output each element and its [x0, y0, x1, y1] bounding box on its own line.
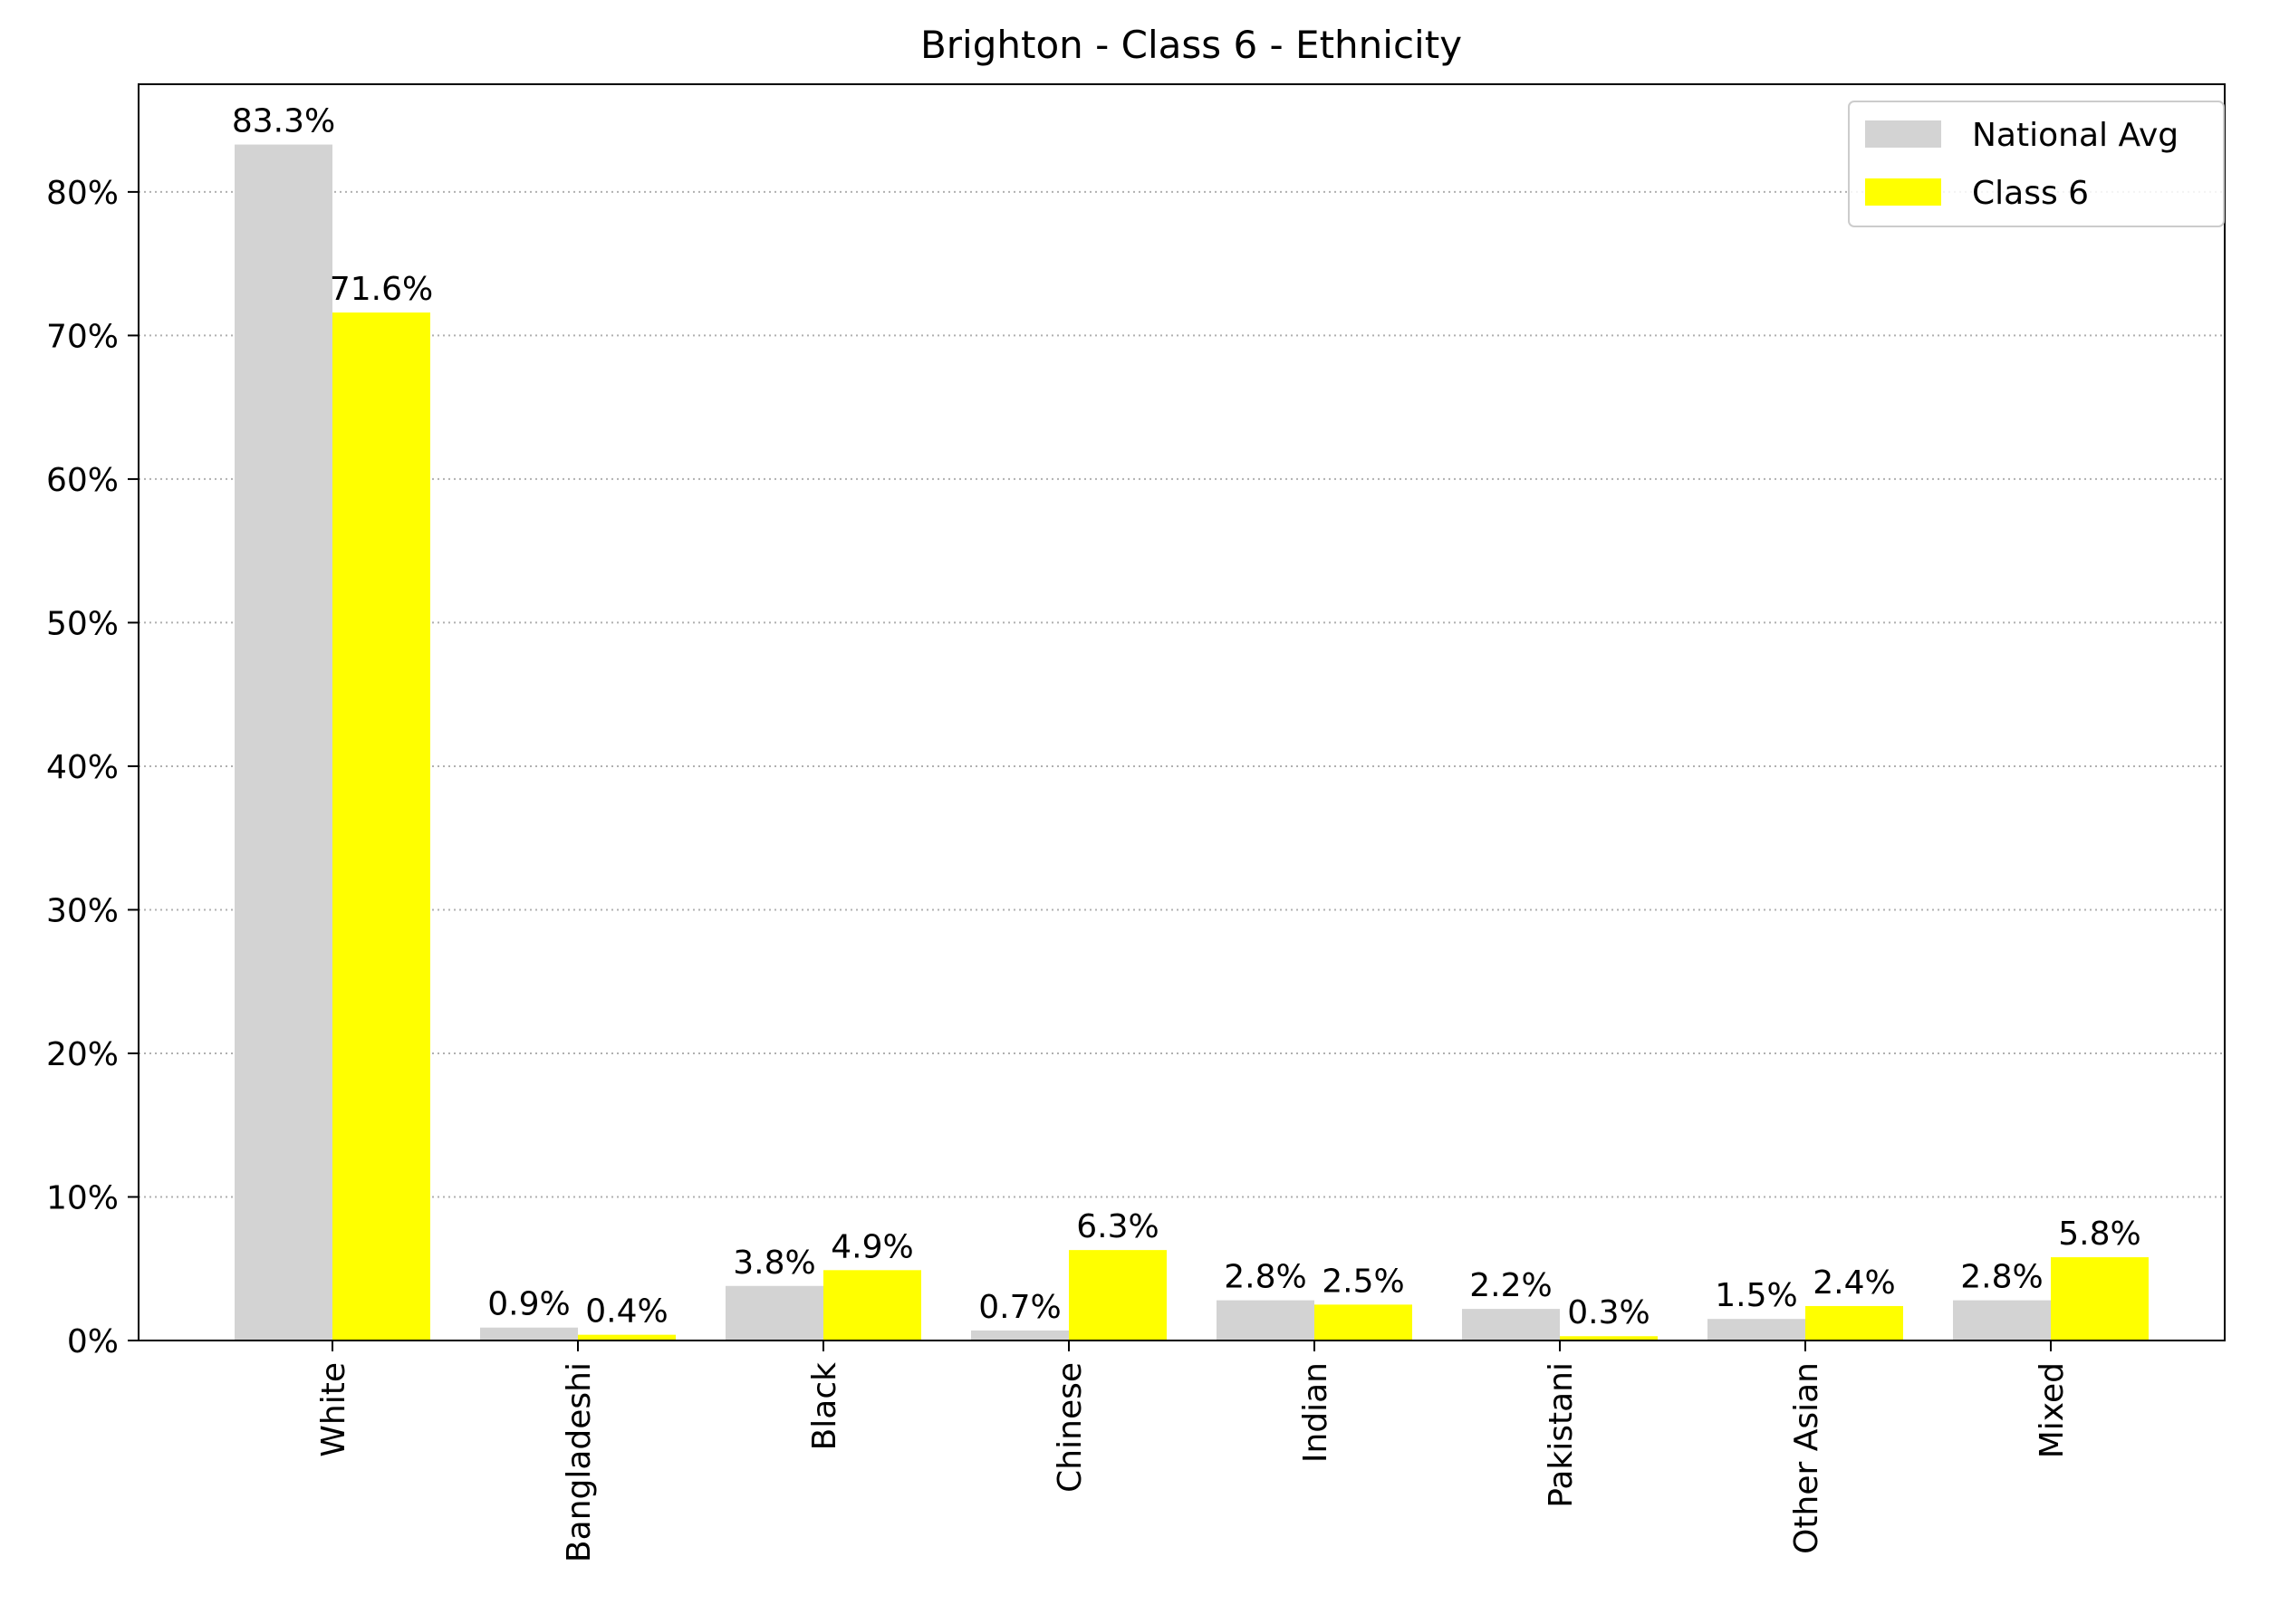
data-label: 6.3% — [1076, 1208, 1159, 1245]
data-label: 2.8% — [1224, 1259, 1306, 1296]
data-label: 2.2% — [1469, 1267, 1552, 1304]
x-tick-label: Other Asian — [1788, 1362, 1825, 1554]
bar — [1217, 1300, 1314, 1341]
data-label: 0.4% — [585, 1293, 668, 1331]
bar — [726, 1285, 823, 1341]
y-tick-label: 80% — [46, 175, 119, 212]
bar — [1069, 1250, 1167, 1341]
data-label: 2.8% — [1960, 1259, 2043, 1296]
legend-swatch — [1865, 178, 1941, 206]
data-label: 3.8% — [733, 1244, 815, 1282]
y-tick-label: 40% — [46, 749, 119, 786]
bar — [1560, 1336, 1658, 1341]
bars-layer — [235, 144, 2149, 1341]
data-label: 0.9% — [487, 1286, 570, 1323]
bar — [578, 1334, 676, 1341]
bar — [1953, 1300, 2051, 1341]
legend-label: Class 6 — [1972, 175, 2089, 212]
y-tick-label: 20% — [46, 1036, 119, 1073]
x-tick-label: Pakistani — [1543, 1362, 1580, 1508]
data-label: 4.9% — [831, 1228, 913, 1265]
data-label: 83.3% — [232, 103, 335, 140]
chart-title: Brighton - Class 6 - Ethnicity — [920, 23, 1462, 67]
y-tick-label: 50% — [46, 605, 119, 642]
legend: National Avg Class 6 — [1848, 101, 2225, 227]
y-tick-label: 10% — [46, 1179, 119, 1216]
data-label: 71.6% — [330, 271, 433, 308]
y-tick-label: 30% — [46, 892, 119, 929]
y-tick-label: 70% — [46, 318, 119, 355]
x-tick-label: Mixed — [2034, 1362, 2071, 1458]
y-tick-label: 60% — [46, 462, 119, 499]
labels-layer: 83.3% 71.6% 0.9% 0.4% 3.8% 4.9% 0.7% 6.3% 2.8% 2.… — [232, 103, 2141, 1332]
bar — [1462, 1309, 1560, 1341]
y-tick-label: 0% — [67, 1323, 119, 1360]
bar — [823, 1270, 921, 1341]
data-label: 5.8% — [2058, 1216, 2140, 1253]
bar — [480, 1327, 578, 1341]
legend-box — [1848, 101, 2225, 227]
bar — [1805, 1305, 1903, 1341]
bar — [971, 1330, 1069, 1341]
data-label: 2.5% — [1322, 1263, 1404, 1300]
legend-swatch — [1865, 120, 1941, 148]
bar — [1707, 1319, 1805, 1341]
bar — [2051, 1257, 2149, 1341]
bar — [1314, 1304, 1412, 1341]
data-label: 0.3% — [1567, 1294, 1650, 1331]
x-tick-label: Chinese — [1052, 1362, 1089, 1493]
data-label: 1.5% — [1715, 1277, 1797, 1314]
x-tick-label: Bangladeshi — [561, 1362, 598, 1562]
data-label: 2.4% — [1813, 1264, 1895, 1302]
x-tick-label: White — [315, 1362, 352, 1457]
x-tick-label: Indian — [1297, 1362, 1334, 1463]
legend-label: National Avg — [1972, 117, 2179, 154]
data-label: 0.7% — [978, 1289, 1061, 1326]
x-tick-label: Black — [806, 1362, 843, 1451]
bar — [235, 144, 332, 1341]
plot-frame — [138, 83, 2226, 1341]
axes-layer: 0% 10% 20% 30% 40% 50% 60% 70% 80% White Banglades… — [46, 83, 2226, 1562]
bar — [332, 312, 430, 1341]
